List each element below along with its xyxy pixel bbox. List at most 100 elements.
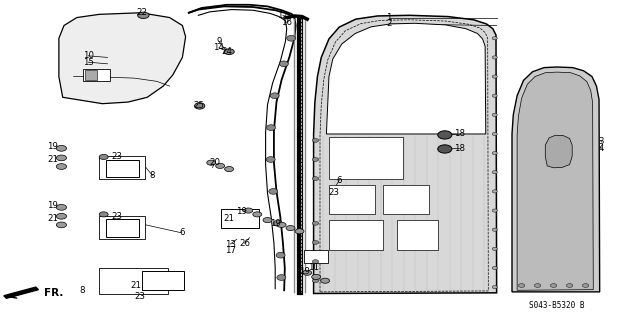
Ellipse shape [492,37,497,40]
Bar [329,185,375,214]
Ellipse shape [244,208,253,213]
Ellipse shape [266,125,275,130]
Ellipse shape [224,49,234,55]
Ellipse shape [277,275,286,280]
Ellipse shape [280,61,289,67]
Ellipse shape [492,113,497,116]
Text: 23: 23 [111,152,122,161]
Ellipse shape [534,284,541,287]
Polygon shape [4,287,38,298]
Ellipse shape [253,212,262,217]
Ellipse shape [263,218,272,223]
Ellipse shape [303,270,312,275]
Bar [221,209,259,228]
Text: 18: 18 [454,144,465,153]
Text: 19: 19 [47,142,58,151]
Ellipse shape [286,226,295,231]
Bar [329,137,403,179]
Ellipse shape [225,167,234,172]
Ellipse shape [492,152,497,155]
Text: FR.: FR. [44,288,63,299]
Ellipse shape [277,222,286,227]
Ellipse shape [438,131,452,139]
Text: 26: 26 [239,239,250,248]
Text: 4: 4 [599,144,604,153]
Polygon shape [512,67,600,292]
Ellipse shape [138,12,149,19]
Ellipse shape [492,228,497,231]
Polygon shape [545,135,572,168]
Ellipse shape [99,154,108,160]
Text: 24: 24 [221,47,232,56]
Ellipse shape [492,75,497,78]
Ellipse shape [270,93,279,99]
Ellipse shape [492,171,497,174]
Ellipse shape [56,222,67,228]
Bar [383,185,429,214]
Text: 1: 1 [387,13,392,22]
Ellipse shape [312,221,319,225]
Text: 9: 9 [216,37,221,46]
Text: 6: 6 [179,228,184,237]
Ellipse shape [269,189,278,194]
Bar [106,160,139,177]
Bar [142,271,184,290]
Text: 21: 21 [47,155,58,164]
Ellipse shape [312,241,319,244]
Text: 13: 13 [225,240,236,249]
Bar [397,220,438,250]
Text: 10: 10 [83,51,94,60]
Text: S043-B5320 B: S043-B5320 B [529,301,584,310]
Ellipse shape [438,145,452,153]
Text: 12: 12 [277,11,289,20]
Ellipse shape [492,286,497,289]
Bar [99,156,145,179]
Text: 19: 19 [300,267,310,276]
Ellipse shape [312,158,319,161]
Text: 6: 6 [337,176,342,185]
Polygon shape [517,72,593,290]
Ellipse shape [492,209,497,212]
Ellipse shape [492,56,497,59]
Text: 8: 8 [150,171,155,180]
Text: 16: 16 [281,18,292,27]
Ellipse shape [312,279,319,283]
Text: 2: 2 [387,19,392,28]
Bar [99,216,145,239]
Ellipse shape [266,157,275,162]
Text: 18: 18 [454,130,465,138]
Ellipse shape [566,284,573,287]
Text: 23: 23 [111,212,122,221]
Ellipse shape [276,252,285,258]
Ellipse shape [195,103,205,109]
Text: 8: 8 [79,286,84,295]
Ellipse shape [207,160,216,165]
Ellipse shape [295,229,304,234]
Text: 3: 3 [599,137,604,146]
Ellipse shape [321,278,330,283]
Text: 19: 19 [237,207,247,216]
Polygon shape [314,15,497,293]
Text: 17: 17 [225,246,236,255]
Ellipse shape [492,190,497,193]
Ellipse shape [273,220,282,226]
Bar [99,268,168,294]
Bar [83,69,110,81]
Ellipse shape [56,213,67,219]
Ellipse shape [56,164,67,169]
Text: 21: 21 [130,281,141,290]
Ellipse shape [492,94,497,97]
Ellipse shape [518,284,525,287]
Ellipse shape [492,247,497,250]
Ellipse shape [56,155,67,161]
Text: 19: 19 [47,201,58,210]
Polygon shape [59,13,186,104]
Text: 21: 21 [223,214,235,223]
Ellipse shape [550,284,557,287]
Ellipse shape [312,260,319,263]
Ellipse shape [492,266,497,270]
Polygon shape [326,23,486,134]
Text: 14: 14 [213,43,225,52]
Ellipse shape [287,35,296,41]
Ellipse shape [216,163,225,168]
